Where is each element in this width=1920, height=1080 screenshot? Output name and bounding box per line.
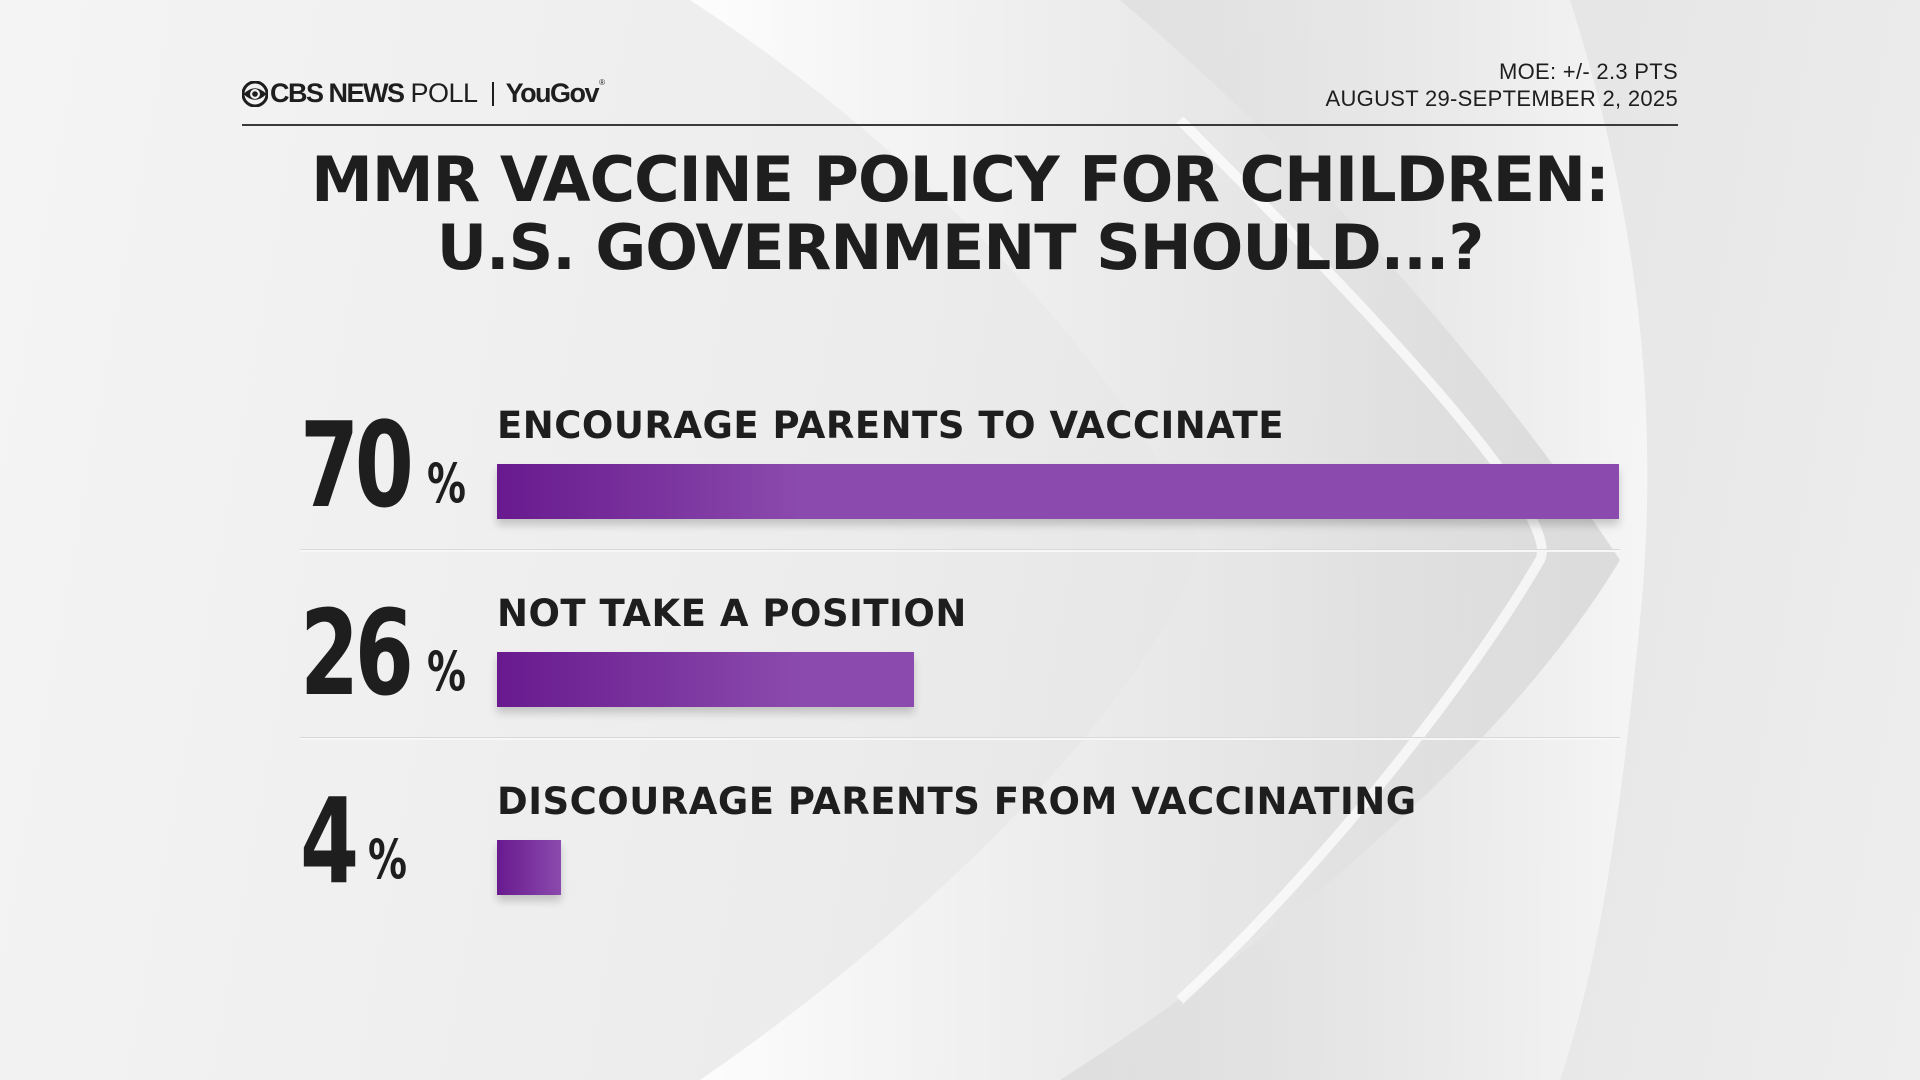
bar-value-suffix: % (427, 640, 466, 703)
bar-category-label: ENCOURAGE PARENTS TO VACCINATE (497, 404, 1285, 447)
header: CBS NEWS POLL YouGov® MOE: +/- 2.3 PTS A… (242, 58, 1678, 126)
bar-value-label: 26% (300, 584, 466, 722)
bar-value-label: 4% (300, 772, 407, 910)
bar-value-number: 70 (300, 396, 414, 534)
bar-value-number: 26 (300, 584, 414, 722)
brand-partner-name: YouGov (505, 78, 600, 108)
brand-network: CBS NEWS (270, 78, 405, 108)
bar-value-suffix: % (368, 828, 407, 891)
bar (497, 652, 914, 707)
row-divider (300, 550, 1620, 552)
row-divider (300, 738, 1620, 740)
bar-row: 26% NOT TAKE A POSITION (300, 550, 1620, 776)
bar (497, 840, 561, 895)
bar (497, 464, 1619, 519)
brand-partner-mark: ® (599, 78, 605, 87)
chart-title-line-1: MMR VACCINE POLICY FOR CHILDREN: (311, 143, 1610, 216)
bar-value-suffix: % (427, 452, 466, 515)
poll-dates: AUGUST 29-SEPTEMBER 2, 2025 (1325, 86, 1678, 111)
brand-poll-word: POLL (410, 78, 479, 108)
bar-category-label: DISCOURAGE PARENTS FROM VACCINATING (497, 780, 1417, 823)
bar-row: 70% ENCOURAGE PARENTS TO VACCINATE (300, 400, 1620, 588)
brand-logo: CBS NEWS POLL YouGov® (242, 78, 606, 109)
margin-of-error: MOE: +/- 2.3 PTS (1498, 59, 1678, 84)
bar-row: 4% DISCOURAGE PARENTS FROM VACCINATING (300, 738, 1620, 964)
cbs-eye-icon (242, 80, 268, 107)
brand-divider (491, 81, 494, 106)
bar-value-number: 4 (300, 772, 359, 910)
chart-title-line-2: U.S. GOVERNMENT SHOULD...? (436, 211, 1485, 284)
poll-meta: MOE: +/- 2.3 PTS AUGUST 29-SEPTEMBER 2, … (1326, 58, 1679, 112)
bar-value-label: 70% (300, 396, 466, 534)
bar-category-label: NOT TAKE A POSITION (497, 592, 967, 635)
brand-partner: YouGov® (505, 78, 606, 109)
chart-title: MMR VACCINE POLICY FOR CHILDREN: U.S. GO… (242, 146, 1678, 282)
